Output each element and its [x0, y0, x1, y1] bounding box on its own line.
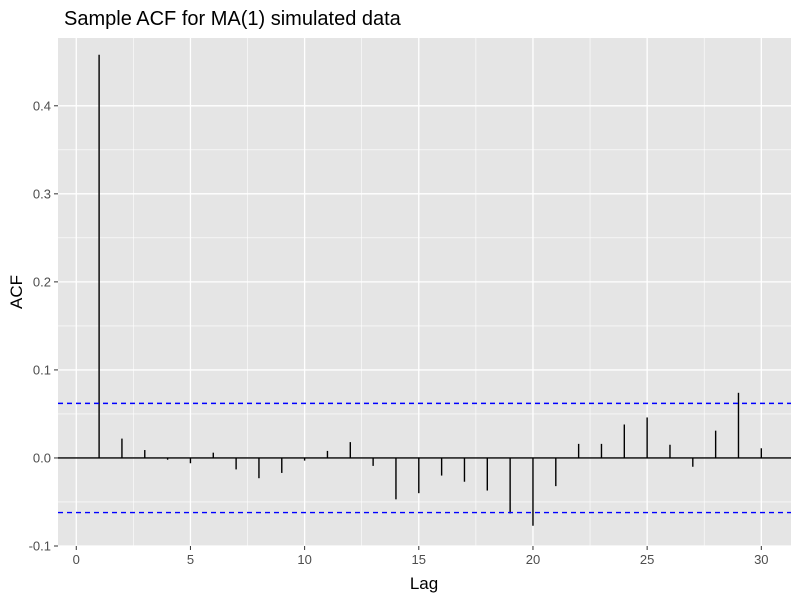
x-axis: 0 5 10 15 20 25 30	[73, 546, 769, 567]
x-tick-label: 20	[526, 552, 540, 567]
x-tick-label: 0	[73, 552, 80, 567]
acf-bars	[98, 54, 763, 526]
y-tick-label: -0.1	[29, 539, 51, 554]
chart-title: Sample ACF for MA(1) simulated data	[64, 8, 402, 30]
x-tick-label: 15	[412, 552, 426, 567]
y-tick-label: 0.1	[33, 362, 51, 377]
y-axis-title: ACF	[7, 275, 26, 309]
y-tick-label: 0.4	[33, 98, 51, 113]
minor-gridlines	[58, 38, 791, 546]
x-tick-label: 25	[640, 552, 654, 567]
y-tick-label: 0.2	[33, 274, 51, 289]
x-tick-label: 30	[754, 552, 768, 567]
plot-panel	[58, 38, 791, 546]
y-tick-label: 0.0	[33, 450, 51, 465]
x-tick-label: 10	[297, 552, 311, 567]
x-tick-label: 5	[187, 552, 194, 567]
y-tick-label: 0.3	[33, 186, 51, 201]
y-axis: -0.1 0.0 0.1 0.2 0.3 0.4	[29, 98, 58, 554]
x-axis-title: Lag	[410, 574, 438, 593]
